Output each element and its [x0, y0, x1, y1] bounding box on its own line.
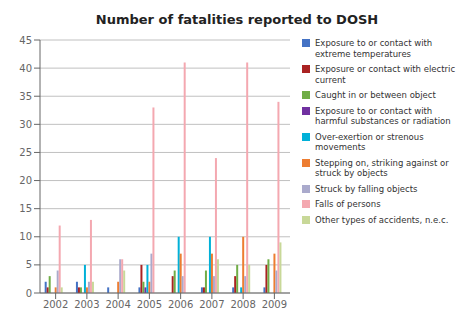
svg-text:45: 45 — [19, 35, 32, 46]
html-text:Falls of persons: Falls of persons — [315, 199, 381, 209]
svg-text:40: 40 — [19, 63, 32, 74]
svg-text:2008: 2008 — [230, 299, 255, 310]
svg-text:20: 20 — [19, 175, 32, 186]
svg-text:10: 10 — [19, 231, 32, 242]
html-text:Struck by falling objects: Struck by falling objects — [315, 183, 418, 194]
html-text:Caught in or between object: Caught in or between object — [315, 90, 436, 100]
svg-text:2003: 2003 — [74, 299, 99, 310]
svg-text:5: 5 — [26, 259, 32, 270]
svg-text:2009: 2009 — [262, 299, 287, 310]
svg-text:2006: 2006 — [168, 299, 193, 310]
svg-text:2002: 2002 — [43, 299, 68, 310]
svg-text:2007: 2007 — [199, 299, 224, 310]
html-text:Over-exertion or strenous move: Over-exertion or strenous movements — [315, 131, 424, 152]
svg-text:15: 15 — [19, 203, 32, 214]
svg-text:25: 25 — [19, 147, 32, 158]
svg-text:2004: 2004 — [105, 299, 130, 310]
html-text:Number of fatalities reported: Number of fatalities reported to DOSH — [95, 12, 379, 27]
html-text:Stepping on, striking against: Stepping on, striking against or struck … — [315, 157, 449, 178]
svg-text:30: 30 — [19, 119, 32, 130]
svg-text:2005: 2005 — [137, 299, 162, 310]
html-text:Exposure or contact with elect: Exposure or contact with electric curren… — [315, 64, 456, 85]
svg-text:0: 0 — [26, 288, 32, 299]
html-text:Other types of accidents, n.e.: Other types of accidents, n.e.c. — [315, 214, 449, 225]
svg-text:35: 35 — [19, 91, 32, 102]
html-text:Exposure to or contact with ha: Exposure to or contact with harmful subs… — [315, 105, 451, 126]
html-text:Exposure to or contact with ex: Exposure to or contact with extreme temp… — [315, 38, 433, 59]
